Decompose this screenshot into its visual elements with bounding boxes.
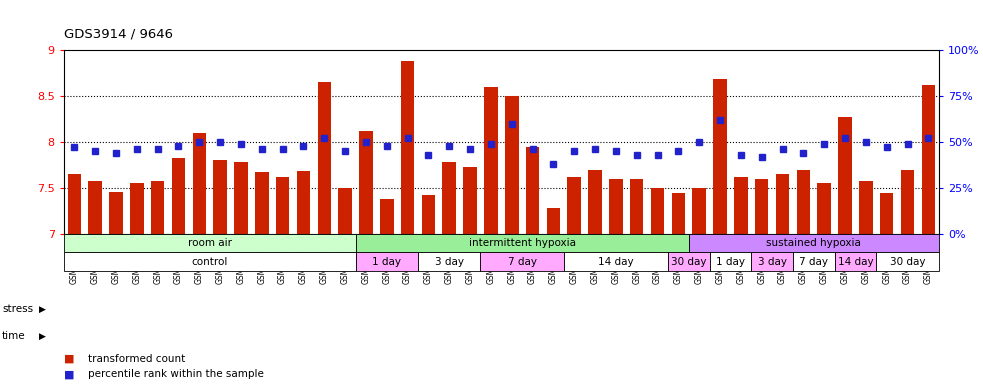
Bar <box>276 177 289 234</box>
Bar <box>692 188 706 234</box>
Bar <box>547 208 560 234</box>
Bar <box>818 183 831 234</box>
Bar <box>668 252 710 271</box>
Bar <box>109 192 123 234</box>
Bar <box>318 82 331 234</box>
Text: stress: stress <box>2 304 33 314</box>
Bar <box>630 179 644 234</box>
Bar <box>422 195 435 234</box>
Text: ▶: ▶ <box>39 331 46 341</box>
Bar <box>172 157 185 234</box>
Text: sustained hypoxia: sustained hypoxia <box>767 238 861 248</box>
Bar <box>356 252 418 271</box>
Text: 7 day: 7 day <box>507 257 537 266</box>
Bar <box>755 179 769 234</box>
Text: room air: room air <box>188 238 232 248</box>
Text: 1 day: 1 day <box>373 257 401 266</box>
Bar <box>689 234 939 252</box>
Text: 7 day: 7 day <box>799 257 829 266</box>
Bar <box>734 177 748 234</box>
Text: intermittent hypoxia: intermittent hypoxia <box>469 238 576 248</box>
Text: transformed count: transformed count <box>88 354 186 364</box>
Bar <box>150 180 164 234</box>
Text: 3 day: 3 day <box>434 257 464 266</box>
Bar <box>297 171 311 234</box>
Text: percentile rank within the sample: percentile rank within the sample <box>88 369 264 379</box>
Bar <box>876 252 939 271</box>
Bar <box>64 234 356 252</box>
Bar <box>526 147 540 234</box>
Bar <box>796 169 810 234</box>
Bar <box>481 252 564 271</box>
Bar <box>338 188 352 234</box>
Bar <box>442 162 456 234</box>
Text: GDS3914 / 9646: GDS3914 / 9646 <box>64 27 173 40</box>
Bar <box>710 252 751 271</box>
Bar <box>255 172 268 234</box>
Bar <box>714 79 726 234</box>
Bar <box>401 61 415 234</box>
Text: 14 day: 14 day <box>838 257 873 266</box>
Bar <box>776 174 789 234</box>
Bar <box>793 252 835 271</box>
Bar <box>922 85 935 234</box>
Bar <box>567 177 581 234</box>
Bar <box>505 96 518 234</box>
Bar <box>213 161 227 234</box>
Bar <box>234 162 248 234</box>
Bar <box>88 180 102 234</box>
Bar <box>900 169 914 234</box>
Text: 14 day: 14 day <box>598 257 634 266</box>
Text: control: control <box>192 257 228 266</box>
Bar <box>130 183 144 234</box>
Bar <box>588 169 602 234</box>
Bar <box>485 87 497 234</box>
Bar <box>68 174 81 234</box>
Bar <box>193 133 206 234</box>
Text: 30 day: 30 day <box>890 257 925 266</box>
Bar <box>463 167 477 234</box>
Bar <box>651 188 665 234</box>
Text: time: time <box>2 331 26 341</box>
Bar <box>609 179 622 234</box>
Bar <box>880 192 894 234</box>
Bar <box>838 117 852 234</box>
Bar <box>835 252 876 271</box>
Text: 3 day: 3 day <box>758 257 786 266</box>
Bar <box>564 252 668 271</box>
Text: 30 day: 30 day <box>671 257 707 266</box>
Bar <box>64 252 356 271</box>
Text: ■: ■ <box>64 369 75 379</box>
Bar <box>356 234 689 252</box>
Bar <box>418 252 481 271</box>
Bar <box>380 199 393 234</box>
Bar <box>751 252 793 271</box>
Bar <box>671 192 685 234</box>
Text: 1 day: 1 day <box>716 257 745 266</box>
Bar <box>859 180 873 234</box>
Text: ■: ■ <box>64 354 75 364</box>
Bar <box>359 131 373 234</box>
Text: ▶: ▶ <box>39 305 46 314</box>
